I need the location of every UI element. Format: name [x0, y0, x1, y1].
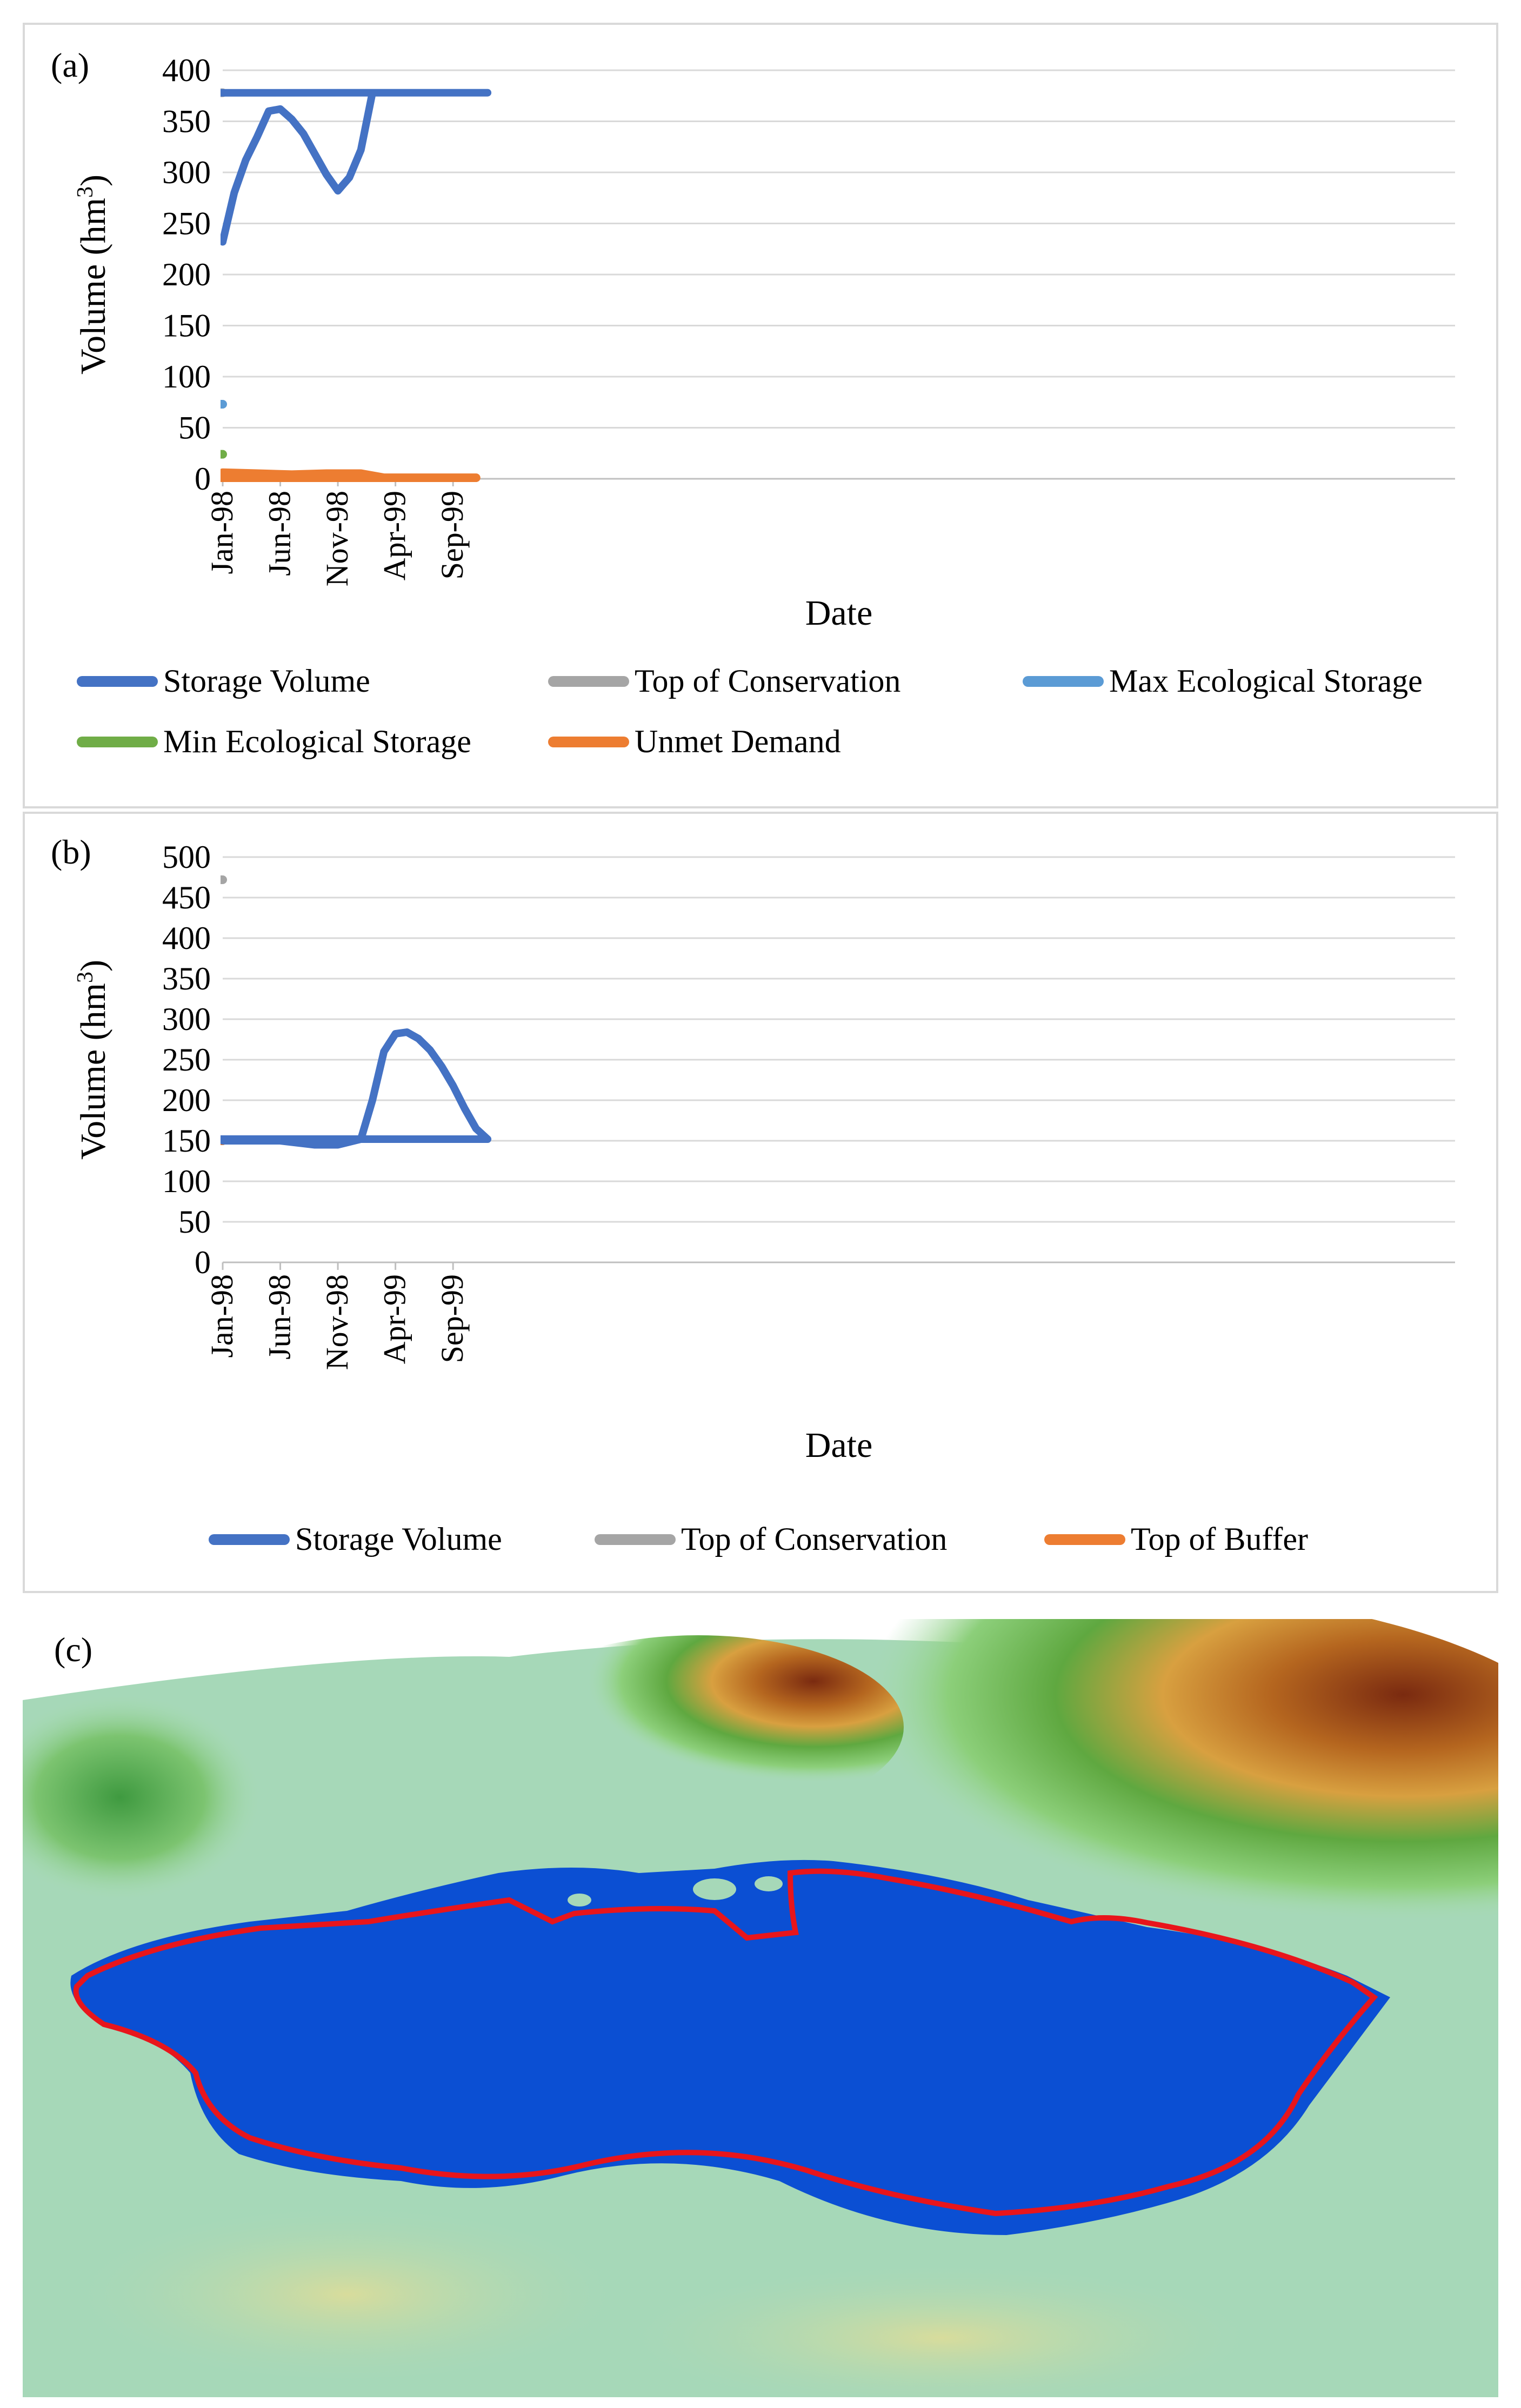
- x-tick-label: Apr-99: [377, 491, 412, 580]
- x-tick-label: Jan-98: [204, 491, 239, 574]
- y-axis-title: Volume (hm3): [73, 960, 113, 1160]
- x-axis-title: Date: [805, 1426, 873, 1465]
- panel-label: (b): [51, 833, 91, 871]
- legend-label: Storage Volume: [295, 1521, 502, 1557]
- legend-label: Top of Buffer: [1131, 1521, 1308, 1557]
- legend-swatch: [77, 736, 158, 747]
- island: [693, 1878, 736, 1900]
- x-tick-label: Jun-98: [262, 491, 297, 576]
- x-tick-label: Nov-98: [319, 491, 355, 586]
- y-tick-label: 450: [162, 880, 211, 915]
- island: [568, 1894, 591, 1907]
- y-tick-label: 350: [162, 961, 211, 996]
- y-tick-label: 300: [162, 1001, 211, 1037]
- boundary-outline: [73, 1868, 1378, 2217]
- island: [755, 1876, 783, 1891]
- mountain-ridge: [493, 1635, 904, 1819]
- legend-item-a-3: Min Ecological Storage: [77, 723, 471, 760]
- legend-item-a-4: Unmet Demand: [548, 723, 841, 760]
- x-tick-label: Sep-99: [435, 491, 470, 579]
- legend-swatch: [1044, 1534, 1125, 1545]
- series-line-unmet-demand: [221, 468, 481, 482]
- series-line-storage-volume: [221, 89, 492, 246]
- y-tick-label: 200: [162, 1082, 211, 1118]
- y-tick-label: 250: [162, 1042, 211, 1078]
- y-tick-label: 150: [162, 1123, 211, 1159]
- series-line-storage-volume: [221, 1028, 492, 1149]
- legend-item-b-2: Top of Buffer: [1044, 1521, 1308, 1558]
- legend-swatch: [209, 1534, 290, 1545]
- legend-label: Unmet Demand: [635, 724, 841, 759]
- legend-label: Top of Conservation: [635, 663, 901, 699]
- legend-swatch: [548, 736, 629, 747]
- legend-swatch: [77, 675, 158, 687]
- y-tick-label: 50: [178, 1204, 211, 1240]
- y-tick-label: 350: [162, 104, 211, 139]
- x-tick-label: Nov-98: [319, 1274, 355, 1370]
- chart-b-svg: (b) 0 50 100 150 200 250 300 350 400 450 500 Jan-98 J…: [51, 833, 1455, 1465]
- legend-label: Min Ecological Storage: [163, 724, 471, 759]
- panel-c-label: (c): [54, 1630, 93, 1669]
- y-tick-label: 200: [162, 257, 211, 292]
- y-tick-label: 500: [162, 839, 211, 875]
- lowland-patch: [66, 2203, 628, 2386]
- y-tick-label: 300: [162, 155, 211, 190]
- panel-label: (a): [51, 46, 89, 84]
- y-tick-label: 150: [162, 308, 211, 344]
- x-tick-label: Jun-98: [262, 1274, 297, 1360]
- x-tick-label: Sep-99: [435, 1274, 470, 1363]
- left-hill: [23, 1695, 261, 1900]
- x-axis-title: Date: [805, 593, 873, 633]
- y-tick-label: 0: [195, 461, 211, 497]
- y-tick-label: 250: [162, 206, 211, 242]
- y-tick-label: 50: [178, 410, 211, 446]
- legend-item-b-0: Storage Volume: [209, 1521, 502, 1558]
- terrain-map: [23, 1619, 1498, 2397]
- legend-item-b-1: Top of Conservation: [595, 1521, 947, 1558]
- y-axis-title: Volume (hm3): [73, 175, 113, 374]
- x-tick-label: Apr-99: [377, 1274, 412, 1364]
- legend-label: Max Ecological Storage: [1109, 663, 1423, 699]
- legend-label: Storage Volume: [163, 663, 370, 699]
- y-tick-label: 100: [162, 1163, 211, 1199]
- y-tick-label: 400: [162, 920, 211, 956]
- reservoir-area: [70, 1859, 1391, 2235]
- chart-a-svg: (a) 0 50 100 150 200 250 300 350 400 Jan-98 Jun-98 N…: [51, 46, 1455, 633]
- legend-swatch: [548, 675, 629, 687]
- terrain-panel-c: (c): [23, 1619, 1498, 2397]
- y-tick-label: 100: [162, 359, 211, 394]
- legend-item-a-0: Storage Volume: [77, 663, 370, 700]
- chart-panel-b: (b) 0 50 100 150 200 250 300 350 400 450 500 Jan-98 J…: [23, 812, 1498, 1593]
- chart-panel-a: (a) 0 50 100 150 200 250 300 350 400 Jan-98 Jun-98 N…: [23, 23, 1498, 808]
- legend-item-a-1: Top of Conservation: [548, 663, 900, 700]
- lowland-patch: [617, 2262, 1266, 2397]
- y-tick-label: 400: [162, 52, 211, 88]
- x-tick-label: Jan-98: [204, 1274, 239, 1358]
- y-tick-label: 0: [195, 1245, 211, 1280]
- legend-swatch: [1023, 675, 1104, 687]
- legend-label: Top of Conservation: [681, 1521, 948, 1557]
- legend-item-a-2: Max Ecological Storage: [1023, 663, 1423, 700]
- legend-swatch: [595, 1534, 676, 1545]
